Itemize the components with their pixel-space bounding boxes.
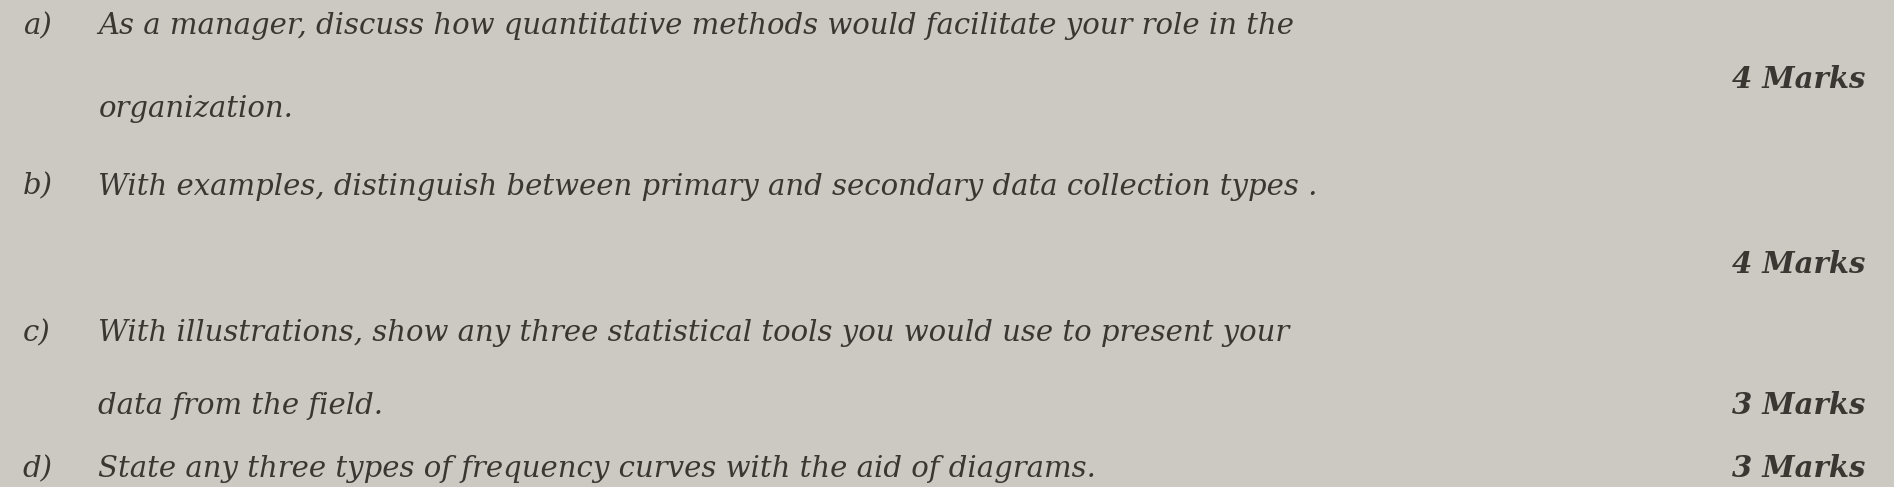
- Text: With illustrations, show any three statistical tools you would use to present yo: With illustrations, show any three stati…: [98, 319, 1290, 347]
- Text: data from the field.: data from the field.: [98, 392, 383, 420]
- Text: organization.: organization.: [98, 95, 294, 123]
- Text: c): c): [23, 319, 51, 347]
- Text: 3 Marks: 3 Marks: [1733, 391, 1866, 420]
- Text: 4 Marks: 4 Marks: [1733, 250, 1866, 279]
- Text: With examples, distinguish between primary and secondary data collection types .: With examples, distinguish between prima…: [98, 173, 1318, 201]
- Text: As a manager, discuss how quantitative methods would facilitate your role in the: As a manager, discuss how quantitative m…: [98, 12, 1294, 40]
- Text: 3 Marks: 3 Marks: [1733, 454, 1866, 483]
- Text: d): d): [23, 455, 53, 483]
- Text: b): b): [23, 173, 53, 201]
- Text: a): a): [23, 12, 51, 40]
- Text: State any three types of frequency curves with the aid of diagrams.: State any three types of frequency curve…: [98, 455, 1097, 483]
- Text: 4 Marks: 4 Marks: [1733, 65, 1866, 94]
